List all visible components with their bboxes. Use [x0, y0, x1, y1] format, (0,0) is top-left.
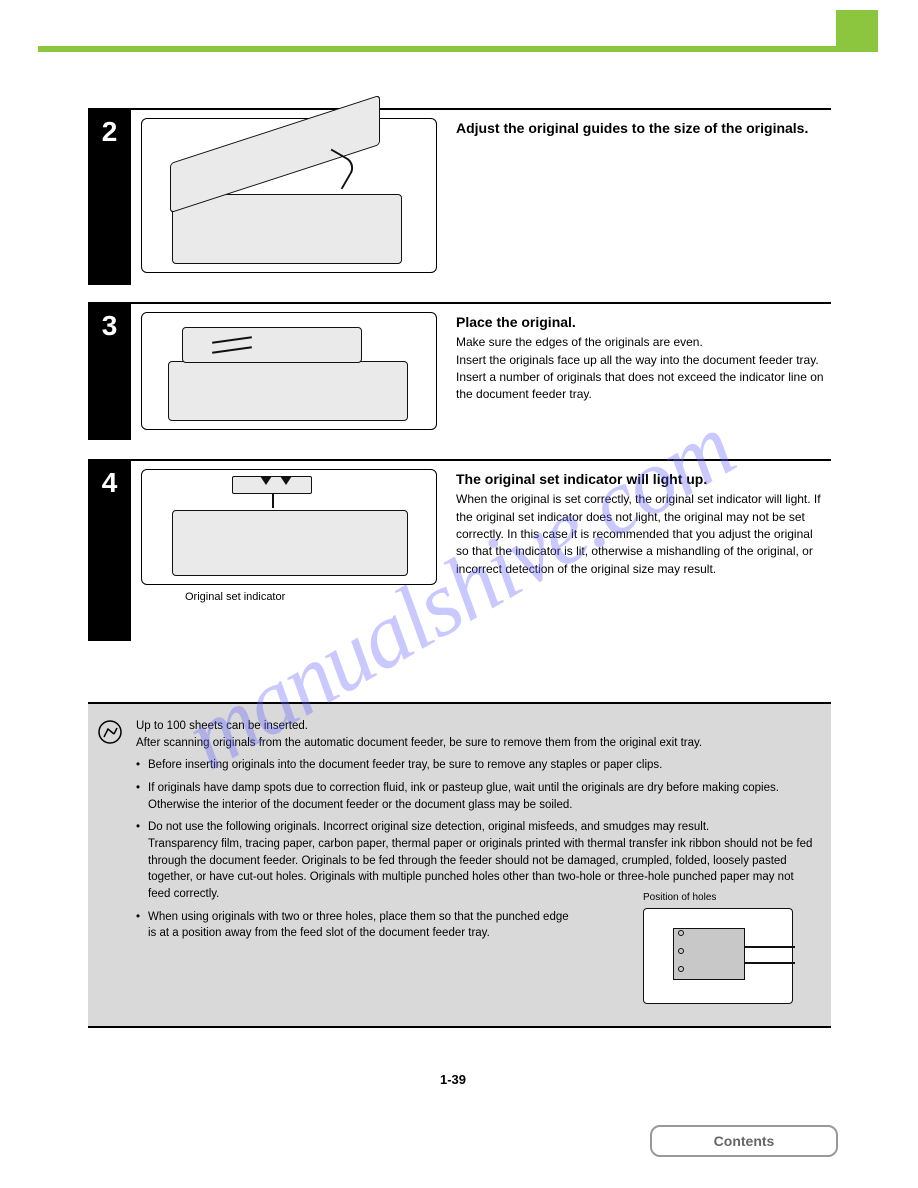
page-header: [38, 10, 878, 52]
info-box: Up to 100 sheets can be inserted. After …: [88, 702, 831, 1028]
info-line-2: After scanning originals from the automa…: [136, 735, 817, 752]
bullet-dot: •: [136, 819, 148, 902]
step-4-body: When the original is set correctly, the …: [456, 491, 826, 578]
step-3-text: Place the original. Make sure the edges …: [456, 312, 826, 404]
bullet-dot: •: [136, 780, 148, 813]
info-bullet-2-text: If originals have damp spots due to corr…: [148, 780, 817, 813]
info-bullet-3-text: Do not use the following originals. Inco…: [148, 819, 817, 902]
bullet-dot: •: [136, 909, 148, 942]
step-3-number: 3: [88, 304, 131, 342]
step-2-numbox: 2: [88, 110, 131, 285]
step-3-title: Place the original.: [456, 312, 826, 332]
note-icon: [98, 720, 122, 744]
step-2-text: Adjust the original guides to the size o…: [456, 118, 826, 140]
header-tab: [836, 10, 878, 52]
step-2-illustration: [141, 118, 437, 273]
info-bullet-1-text: Before inserting originals into the docu…: [148, 757, 662, 774]
info-bullet-1: • Before inserting originals into the do…: [136, 757, 817, 774]
step-3-numbox: 3: [88, 304, 131, 440]
info-bullet-2: • If originals have damp spots due to co…: [136, 780, 817, 813]
contents-button[interactable]: Contents: [650, 1125, 838, 1157]
step-3-body: Make sure the edges of the originals are…: [456, 334, 826, 404]
step-4-number: 4: [88, 461, 131, 499]
step-4-block: 4 The original set indicator will light …: [88, 459, 831, 461]
info-bullet-3: • Do not use the following originals. In…: [136, 819, 817, 902]
step-4-title: The original set indicator will light up…: [456, 469, 826, 489]
step-4-indicator-label: Original set indicator: [185, 591, 285, 603]
info-line-1: Up to 100 sheets can be inserted.: [136, 718, 817, 735]
step-2-title: Adjust the original guides to the size o…: [456, 118, 826, 138]
step-2-block: 2 Adjust the original guides to the size…: [88, 108, 831, 110]
header-underline: [38, 46, 878, 52]
step-4-numbox: 4: [88, 461, 131, 641]
step-3-block: 3 Place the original. Make sure the edge…: [88, 302, 831, 304]
bullet-dot: •: [136, 757, 148, 774]
holes-diagram-label: Position of holes: [643, 892, 716, 903]
holes-diagram: Position of holes: [643, 892, 813, 1012]
step-2-number: 2: [88, 110, 131, 148]
info-bullet-4-text: When using originals with two or three h…: [148, 909, 578, 942]
step-3-illustration: [141, 312, 437, 430]
page-number: 1-39: [440, 1072, 466, 1087]
step-4-illustration: [141, 469, 437, 585]
step-4-text: The original set indicator will light up…: [456, 469, 826, 578]
